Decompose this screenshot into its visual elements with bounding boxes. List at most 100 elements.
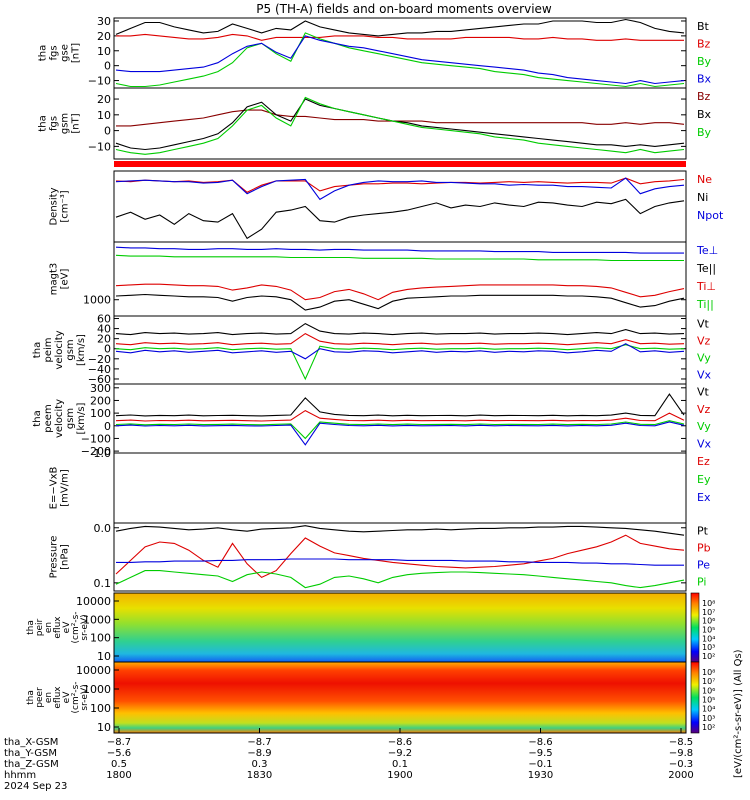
y-tick-label: 60	[97, 313, 111, 326]
y-axis-label: [cm⁻³]	[60, 190, 71, 222]
y-axis-label: velocity	[54, 330, 65, 369]
y-axis-label: [nT]	[71, 43, 82, 63]
x-axis-value: −9.2	[388, 748, 412, 759]
colorbar-tick-label: 10⁵	[702, 696, 715, 705]
colorbar-tick-label: 10⁶	[702, 617, 715, 626]
y-axis-label: gsm	[65, 408, 76, 429]
y-tick-label: −40	[88, 363, 111, 376]
x-axis-value: −8.7	[247, 737, 271, 748]
panel-frame	[113, 522, 687, 592]
series-line-Vy	[115, 420, 685, 440]
y-tick-label: 100	[90, 632, 111, 645]
panel-pressure: 0.0 0.1 Pressure [nPa] Pt Pb Pe Pi	[49, 522, 711, 592]
y-tick-label: 10	[97, 650, 111, 663]
legend-entry: Vy	[697, 352, 711, 365]
y-tick-label: 1000	[83, 613, 111, 626]
x-axis-value: −8.7	[107, 737, 131, 748]
y-axis-label: Density	[49, 187, 60, 225]
panel-frame	[113, 241, 687, 317]
y-axis-label: [km/s]	[76, 402, 87, 434]
spectrogram-peer: 10000 1000 100 10 tha peer en eflux eV (cm²-s-sr-…	[26, 661, 687, 734]
colorbar-tick-label: 10⁵	[702, 626, 715, 635]
series-line-Bt	[115, 18, 685, 37]
legend-entry: Npot	[697, 209, 724, 222]
panel-frame	[113, 87, 687, 160]
series-line-Pi	[115, 570, 685, 589]
y-tick-label: 0.1	[94, 577, 112, 590]
y-tick-label: 100	[90, 407, 111, 420]
y-axis-label: [mV/m]	[60, 469, 71, 507]
legend-entry: Vt	[697, 318, 710, 331]
legend-entry: Pi	[697, 576, 706, 589]
series-line-Pe	[116, 558, 684, 566]
colorbar-tick-label: 10⁷	[702, 608, 715, 617]
y-axis-label: fgs	[49, 45, 60, 60]
y-axis-label: sr-eV)	[80, 614, 90, 640]
legend-entry: Ez	[697, 455, 710, 468]
legend-entry: Ex	[697, 491, 711, 504]
y-axis-label: (cm²-s-	[71, 611, 81, 643]
y-tick-label: −10	[88, 140, 111, 153]
x-axis-value: 1900	[387, 770, 412, 781]
y-axis-label: fgs	[49, 116, 60, 131]
y-axis-label: tha	[26, 690, 36, 705]
separator-bar	[114, 161, 686, 167]
x-axis-value: −0.3	[669, 759, 693, 770]
panel-fgs_gse: −10 0 10 20 30 tha fgs gse [nT] Bt Bz By Bx	[38, 15, 712, 89]
y-tick-label: 0	[104, 60, 111, 73]
colorbar-tick-label: 10²	[702, 723, 715, 732]
y-axis-label: peir	[35, 618, 45, 636]
spectrogram-fill	[114, 662, 686, 733]
y-tick-label: −200	[81, 445, 111, 458]
colorbar-tick-label: 10³	[702, 643, 715, 652]
series-line-Vz	[115, 332, 685, 346]
y-axis-label: magt3	[49, 263, 60, 296]
series-line-Ti||	[115, 254, 684, 262]
panel-density: Density [cm⁻³] Ne Ni Npot	[49, 170, 724, 243]
series-line-Ne	[115, 177, 685, 193]
y-tick-label: 10000	[76, 664, 111, 677]
legend-entry: Bx	[697, 72, 712, 85]
legend-entry: Ti||	[696, 298, 714, 311]
colorbar-tick-label: 10⁴	[702, 705, 715, 714]
series-line-Te||	[115, 293, 685, 311]
y-tick-label: −10	[88, 75, 111, 88]
series-line-Bx	[115, 35, 685, 85]
x-axis-row-label: 2024 Sep 23	[4, 781, 67, 792]
colorbar-tick-label: 10⁷	[702, 677, 715, 686]
y-tick-label: 20	[97, 93, 111, 106]
x-axis-value: 1800	[106, 770, 131, 781]
legend-entry: Vt	[697, 386, 710, 399]
series-line-Vz	[115, 409, 685, 422]
x-axis-row-label: hhmm	[4, 770, 36, 781]
panel-efield: 1.0 E=−VxB [mV/m] Ez Ey Ex	[49, 447, 711, 524]
y-axis-label: Pressure	[49, 536, 60, 579]
legend-entry: Ni	[697, 191, 708, 204]
series-line-Pt	[115, 525, 685, 536]
x-axis-value: 1830	[247, 770, 272, 781]
colorbar-tick-label: 10⁸	[702, 668, 715, 677]
legend-entry: By	[697, 126, 712, 139]
series-line-Vy	[115, 344, 685, 381]
legend-entry: Pe	[697, 559, 710, 572]
x-axis-value: −9.8	[669, 748, 693, 759]
x-axis-value: −9.5	[528, 748, 552, 759]
colorbar-tick-label: 10²	[702, 652, 715, 661]
y-tick-label: 20	[97, 30, 111, 43]
legend-entry: Pb	[697, 542, 711, 555]
y-axis-label: en	[44, 622, 54, 633]
x-axis-value: 1930	[528, 770, 553, 781]
y-axis-label: eflux	[53, 616, 63, 639]
y-axis-label: [km/s]	[76, 334, 87, 366]
colorbar	[690, 661, 700, 734]
y-tick-label: 100	[90, 702, 111, 715]
colorbars: 10⁸10⁷10⁶10⁵10⁴10³10²10⁸10⁷10⁶10⁵10⁴10³1…	[690, 592, 715, 734]
y-axis-label: gse	[60, 44, 71, 62]
legend-entry: Te⊥	[696, 244, 718, 257]
x-axis-value: −8.6	[528, 737, 552, 748]
y-tick-label: −60	[88, 373, 111, 386]
